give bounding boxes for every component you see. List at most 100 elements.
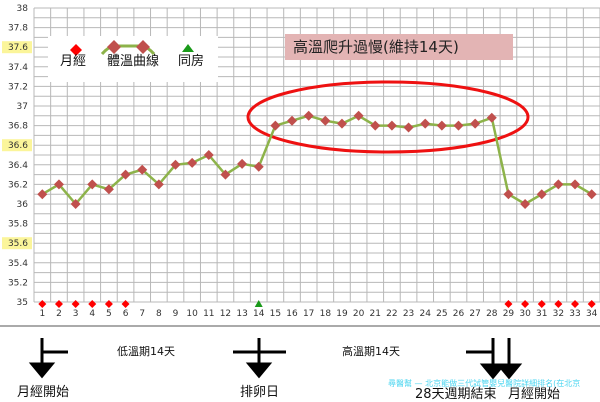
temperature-point <box>436 120 447 131</box>
period-marker <box>104 300 113 308</box>
legend-temp-label: 體溫曲線 <box>107 54 160 69</box>
period-marker <box>537 300 546 308</box>
temperature-point <box>586 189 597 200</box>
y-tick-highlight <box>2 41 32 54</box>
x-tick-label: 2 <box>56 309 62 319</box>
x-tick-label: 32 <box>553 309 564 319</box>
temperature-point <box>403 122 414 133</box>
temperature-point <box>87 179 98 190</box>
x-tick-label: 7 <box>139 309 145 319</box>
x-tick-label: 22 <box>386 309 397 319</box>
x-tick-label: 18 <box>320 309 332 319</box>
high-phase-ellipse <box>246 80 530 154</box>
x-tick-label: 25 <box>436 309 447 319</box>
y-tick-label: 35.8 <box>8 220 28 230</box>
period-marker <box>554 300 563 308</box>
temperature-point <box>153 179 164 190</box>
legend-intercourse-label: 同房 <box>178 54 205 69</box>
x-tick-label: 26 <box>453 309 465 319</box>
y-tick-highlight <box>2 237 32 250</box>
x-tick-label: 15 <box>270 309 281 319</box>
x-tick-label: 3 <box>73 309 79 319</box>
legend-period-label: 月經 <box>60 54 87 69</box>
y-tick-label: 38 <box>17 4 29 14</box>
period-marker <box>571 300 580 308</box>
x-tick-label: 29 <box>503 309 515 319</box>
period-marker <box>504 300 513 308</box>
x-tick-label: 19 <box>336 309 348 319</box>
x-tick-label: 1 <box>39 309 45 319</box>
temperature-polyline <box>41 114 593 206</box>
temperature-point <box>170 159 181 170</box>
temperature-point <box>237 158 248 169</box>
temperature-point <box>53 179 64 190</box>
temperature-point <box>103 184 114 195</box>
x-tick-label: 34 <box>586 309 598 319</box>
markers <box>37 110 597 308</box>
x-tick-label: 24 <box>419 309 431 319</box>
y-tick-label: 37.2 <box>8 82 28 92</box>
temperature-point <box>470 118 481 129</box>
x-tick-label: 21 <box>370 309 381 319</box>
temperature-point <box>370 120 381 131</box>
period-marker <box>38 300 47 308</box>
arrow-cycle-end <box>466 338 523 380</box>
callout-box: 高溫爬升過慢(維持14天) <box>285 34 513 60</box>
x-tick-label: 23 <box>403 309 414 319</box>
legend <box>48 36 218 82</box>
arrow-ovulation <box>233 338 286 379</box>
temperature-point <box>320 115 331 126</box>
grid <box>33 7 600 303</box>
period-marker <box>88 300 97 308</box>
temperature-point <box>553 179 564 190</box>
y-tick-label: 37.4 <box>8 63 28 73</box>
temperature-point <box>453 120 464 131</box>
temperature-point <box>203 150 214 160</box>
temperature-point <box>120 169 131 180</box>
x-tick-label: 6 <box>123 309 129 319</box>
period-start-label: 月經開始 <box>17 385 70 400</box>
period-marker <box>587 300 596 308</box>
y-tick-label: 35.2 <box>8 278 28 288</box>
temperature-point <box>270 120 281 131</box>
legend-line <box>100 44 156 55</box>
period-marker <box>71 300 80 308</box>
period-start-label-2: 月經開始 <box>508 387 561 402</box>
intercourse-marker <box>254 300 263 307</box>
x-tick-label: 14 <box>253 309 265 319</box>
x-tick-label: 9 <box>173 309 179 319</box>
x-tick-label: 31 <box>536 309 547 319</box>
temperature-point <box>303 110 314 121</box>
temperature-point <box>536 189 547 200</box>
y-axis-ticks: 38 37.8 37.6 37.4 37.2 37 36.8 36.6 36.4 36.2 36 35… <box>2 4 32 308</box>
period-marker <box>521 300 530 308</box>
x-tick-label: 4 <box>89 309 95 319</box>
temperature-point <box>220 169 231 180</box>
temperature-point <box>420 118 431 129</box>
y-tick-label: 35.6 <box>8 239 28 249</box>
y-tick-label: 36.8 <box>8 122 28 132</box>
watermark: 尋醫幫 — 北京能做三代試管嬰兒醫院詳細排名(在北京 <box>388 379 581 388</box>
period-marker <box>121 300 130 308</box>
legend-period-marker <box>70 44 82 56</box>
y-tick-highlight <box>2 139 32 152</box>
temperature-point <box>570 179 581 190</box>
y-tick-label: 35 <box>17 298 28 308</box>
x-tick-label: 28 <box>486 309 498 319</box>
x-tick-label: 8 <box>156 309 162 319</box>
temperature-point <box>336 118 347 129</box>
x-tick-label: 13 <box>236 309 247 319</box>
y-tick-label: 36 <box>17 200 29 210</box>
temperature-point <box>386 120 397 131</box>
temperature-point <box>37 189 48 200</box>
temperature-point <box>253 161 264 172</box>
temperature-point <box>187 157 198 168</box>
x-tick-label: 12 <box>220 309 231 319</box>
low-phase-label: 低溫期14天 <box>117 345 175 358</box>
temperature-line <box>41 114 593 206</box>
x-tick-label: 10 <box>186 309 198 319</box>
cycle-end-label: 28天週期結束 <box>415 387 497 402</box>
x-tick-label: 11 <box>203 309 214 319</box>
period-marker <box>54 300 63 308</box>
